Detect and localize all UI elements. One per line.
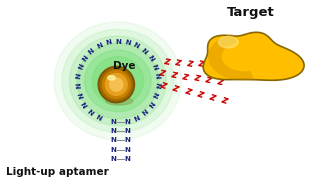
Text: N: N	[153, 73, 160, 79]
Text: N: N	[124, 147, 130, 153]
Text: N: N	[81, 54, 90, 63]
Text: z: z	[209, 60, 216, 70]
Text: z: z	[219, 94, 228, 106]
Text: N: N	[132, 42, 140, 50]
Text: z: z	[158, 67, 166, 78]
Text: z: z	[183, 85, 192, 97]
Text: N: N	[75, 82, 82, 89]
Text: z: z	[169, 69, 177, 80]
Text: N: N	[124, 128, 130, 134]
Text: N: N	[111, 147, 117, 153]
Text: z: z	[171, 82, 180, 94]
Circle shape	[100, 68, 133, 101]
Text: z: z	[197, 59, 204, 69]
Text: z: z	[162, 56, 170, 67]
Circle shape	[105, 74, 127, 95]
Circle shape	[98, 66, 134, 103]
Ellipse shape	[219, 36, 238, 48]
Text: N: N	[111, 156, 117, 162]
Text: N: N	[111, 128, 117, 134]
Text: N: N	[124, 119, 130, 125]
Ellipse shape	[92, 57, 143, 105]
Text: N: N	[151, 91, 159, 99]
Text: N: N	[151, 63, 159, 71]
Text: N: N	[96, 112, 104, 120]
Ellipse shape	[62, 29, 174, 132]
Circle shape	[110, 78, 123, 91]
Polygon shape	[203, 32, 304, 80]
Text: N: N	[88, 106, 96, 115]
Text: z: z	[195, 88, 204, 100]
Text: N: N	[124, 156, 130, 162]
Text: N: N	[77, 63, 85, 71]
Text: N: N	[81, 99, 90, 107]
Text: N: N	[77, 91, 85, 99]
Text: z: z	[174, 57, 181, 67]
Text: N: N	[124, 137, 130, 143]
Text: N: N	[146, 99, 154, 107]
Text: N: N	[88, 47, 96, 56]
Text: Light-up aptamer: Light-up aptamer	[6, 167, 109, 177]
Text: N: N	[140, 47, 148, 56]
Text: Dye: Dye	[113, 61, 136, 71]
Text: z: z	[207, 91, 216, 103]
Ellipse shape	[108, 76, 115, 80]
Text: N: N	[124, 39, 131, 46]
Text: z: z	[204, 74, 212, 85]
Ellipse shape	[84, 50, 151, 112]
Ellipse shape	[77, 43, 159, 119]
Ellipse shape	[69, 36, 166, 126]
Text: N: N	[96, 42, 104, 50]
Ellipse shape	[54, 22, 181, 140]
Text: N: N	[105, 39, 112, 46]
Text: Target: Target	[227, 6, 275, 19]
Text: N: N	[111, 119, 117, 125]
Text: z: z	[215, 76, 223, 87]
Text: N: N	[115, 39, 121, 45]
Text: N: N	[140, 106, 148, 115]
Text: z: z	[186, 58, 193, 68]
Text: N: N	[111, 137, 117, 143]
Text: N: N	[132, 112, 140, 120]
Ellipse shape	[106, 97, 133, 105]
Text: z: z	[192, 73, 200, 84]
Text: z: z	[181, 71, 189, 82]
Text: N: N	[146, 54, 154, 63]
Circle shape	[102, 71, 130, 98]
Text: N: N	[75, 73, 82, 79]
Polygon shape	[208, 34, 254, 81]
Text: z: z	[159, 79, 168, 91]
Text: N: N	[153, 82, 160, 89]
